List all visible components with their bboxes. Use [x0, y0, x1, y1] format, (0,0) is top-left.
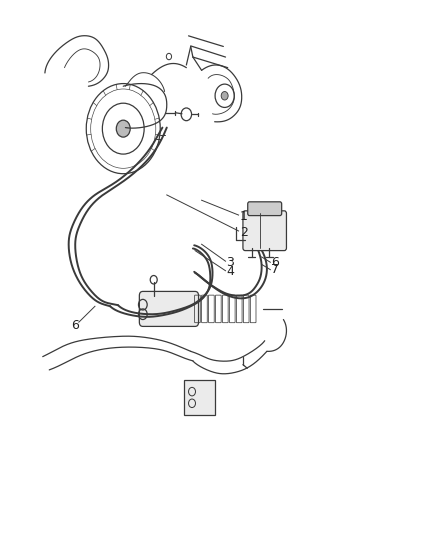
Text: 3: 3: [226, 256, 234, 269]
Text: 1: 1: [240, 209, 248, 223]
Text: 6: 6: [71, 319, 79, 333]
Circle shape: [116, 120, 130, 137]
FancyBboxPatch shape: [243, 211, 286, 251]
Text: 7: 7: [271, 263, 279, 276]
Text: 2: 2: [240, 225, 248, 239]
Text: 4: 4: [226, 265, 234, 278]
Text: 6: 6: [271, 256, 279, 269]
Circle shape: [221, 92, 228, 100]
FancyBboxPatch shape: [139, 292, 198, 326]
FancyBboxPatch shape: [184, 381, 215, 415]
FancyBboxPatch shape: [248, 202, 282, 216]
